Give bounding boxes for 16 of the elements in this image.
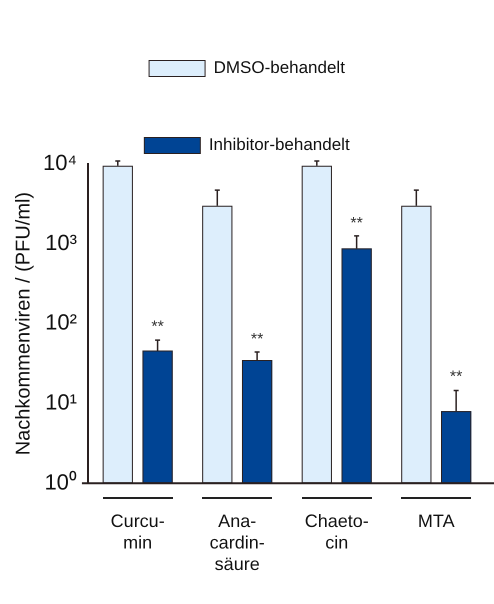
- x-tick-label: Chaeto- cin: [304, 510, 369, 553]
- annotation: **: [450, 368, 462, 386]
- annotation: **: [250, 331, 264, 348]
- y-tick-label: 10⁰: [44, 469, 77, 494]
- legend-label: Inhibitor-behandelt: [208, 135, 350, 154]
- x-tick-label: Ana- cardin- säure: [210, 510, 265, 574]
- x-tick-label: Curcu- min: [110, 510, 165, 553]
- y-tick-label: 10²: [45, 310, 77, 335]
- legend-label: DMSO-behandelt: [214, 58, 346, 78]
- y-axis-title: Nachkommenviren / (PFU/ml): [12, 192, 35, 456]
- annotation: **: [350, 214, 363, 232]
- y-tick-label: 10⁴: [42, 150, 77, 176]
- x-tick-label: MTA: [418, 510, 455, 531]
- annotation: **: [151, 318, 164, 336]
- y-tick-label: 10¹: [45, 389, 77, 414]
- y-tick-label: 10³: [45, 230, 77, 255]
